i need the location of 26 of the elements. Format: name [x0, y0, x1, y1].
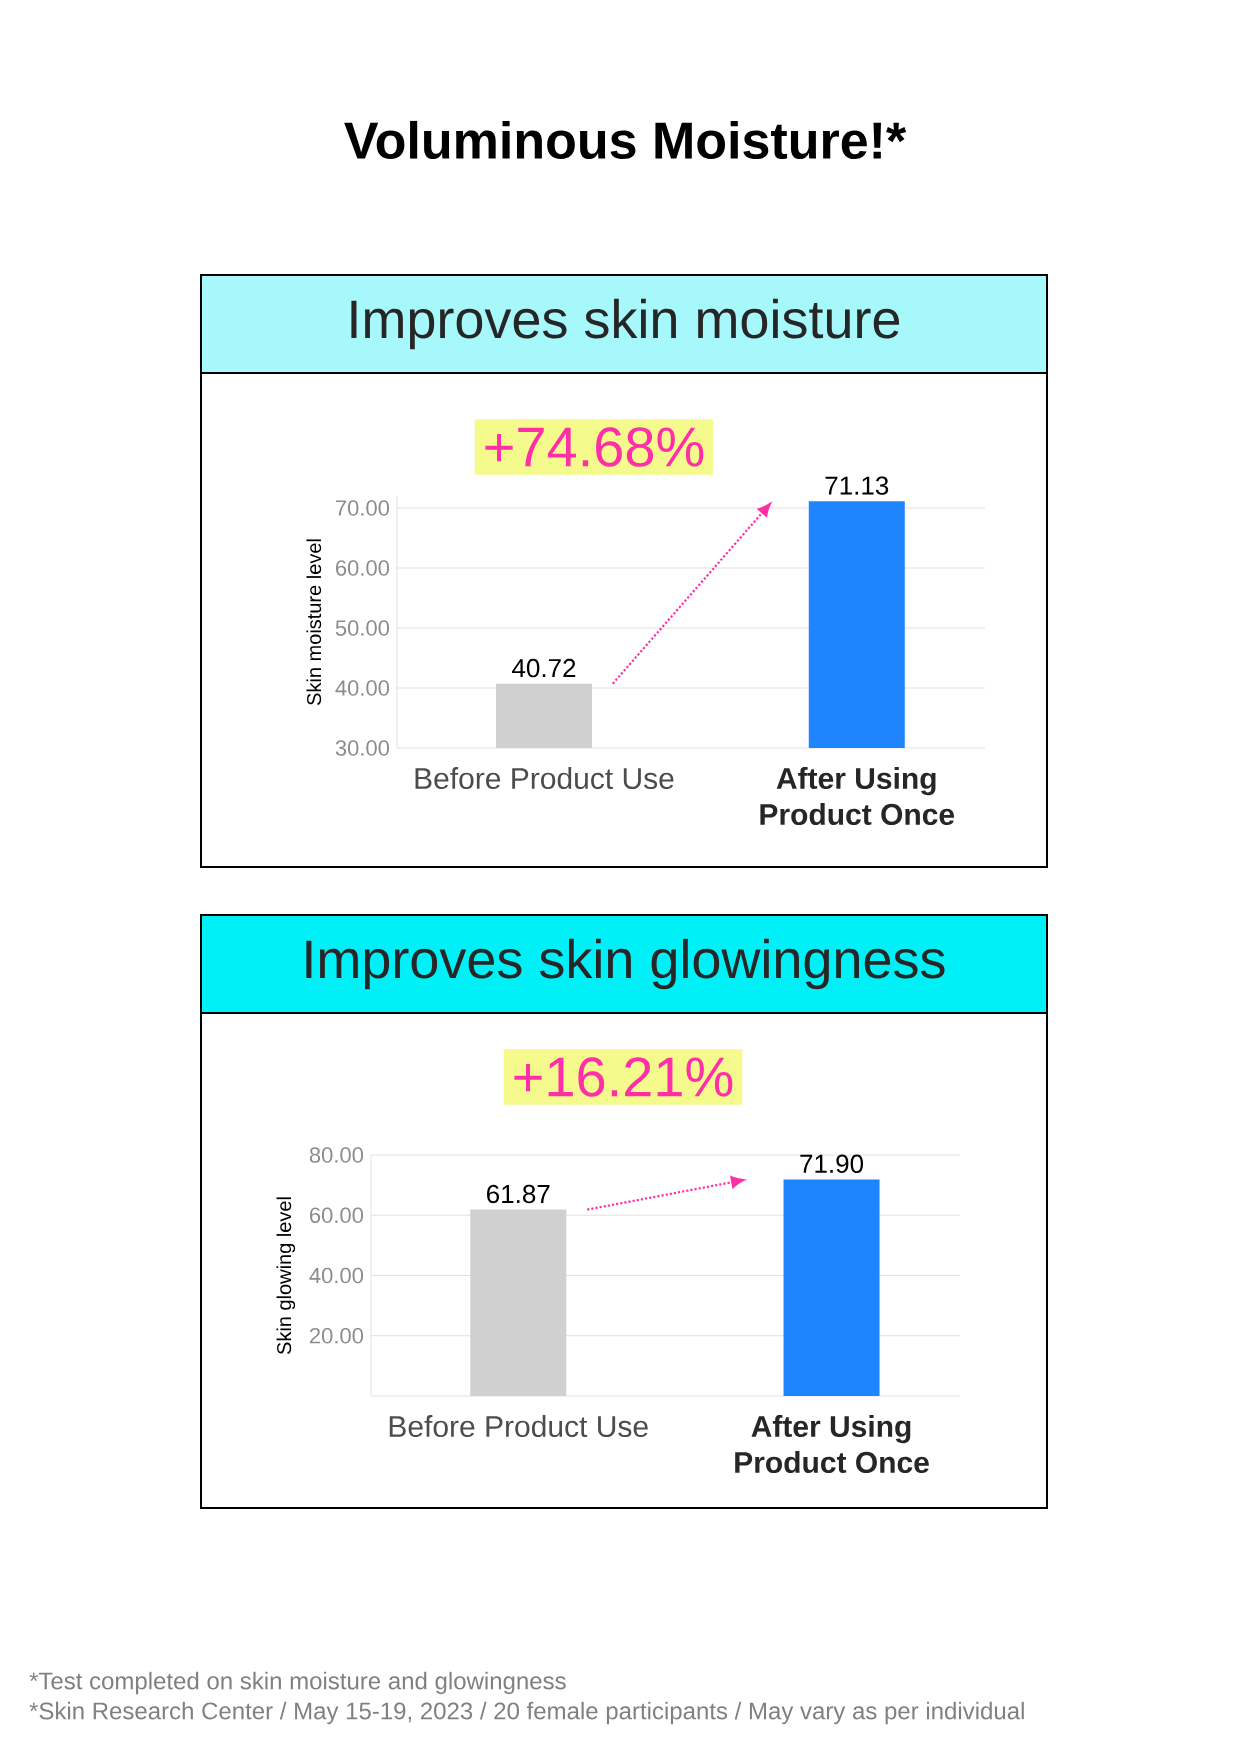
y-tick-label: 60.00 [310, 1207, 364, 1224]
text: *Skin Research Center / May 15-19, 2023 / 20 female participants / May vary as per individual [29, 1701, 1024, 1725]
data-label: 40.72 [512, 658, 576, 678]
y-tick-label: 20.00 [309, 1327, 364, 1344]
y-axis-title: Skin moisture level [306, 539, 322, 705]
data-label: 71.13 [825, 476, 889, 495]
data-label: 61.87 [487, 1184, 550, 1204]
y-tick-label: 40.00 [309, 1267, 364, 1284]
text: Voluminous Moisture!* [344, 120, 907, 160]
data-label: 71.90 [800, 1154, 864, 1173]
x-tick-label: After Using Product Once [735, 1415, 929, 1474]
y-axis-title: Skin glowing level [276, 1197, 296, 1355]
text: +74.68% [485, 427, 704, 467]
text: +16.21% [514, 1057, 733, 1097]
y-tick-label: 80.00 [309, 1147, 364, 1163]
y-tick-label: 30.00 [335, 740, 390, 756]
y-tick-label: 50.00 [335, 620, 390, 636]
y-tick-label: 60.00 [336, 560, 390, 576]
x-tick-label: Before Product Use [415, 767, 674, 790]
x-tick-label: After Using Product Once [760, 767, 955, 826]
y-tick-label: 40.00 [335, 680, 390, 696]
text: *Test completed on skin moisture and glowingness [29, 1671, 566, 1695]
chart-title: Improves skin moisture [351, 298, 900, 350]
y-tick-label: 70.00 [336, 500, 390, 516]
x-tick-label: Before Product Use [389, 1415, 648, 1438]
chart-title: Improves skin glowingness [306, 938, 945, 990]
